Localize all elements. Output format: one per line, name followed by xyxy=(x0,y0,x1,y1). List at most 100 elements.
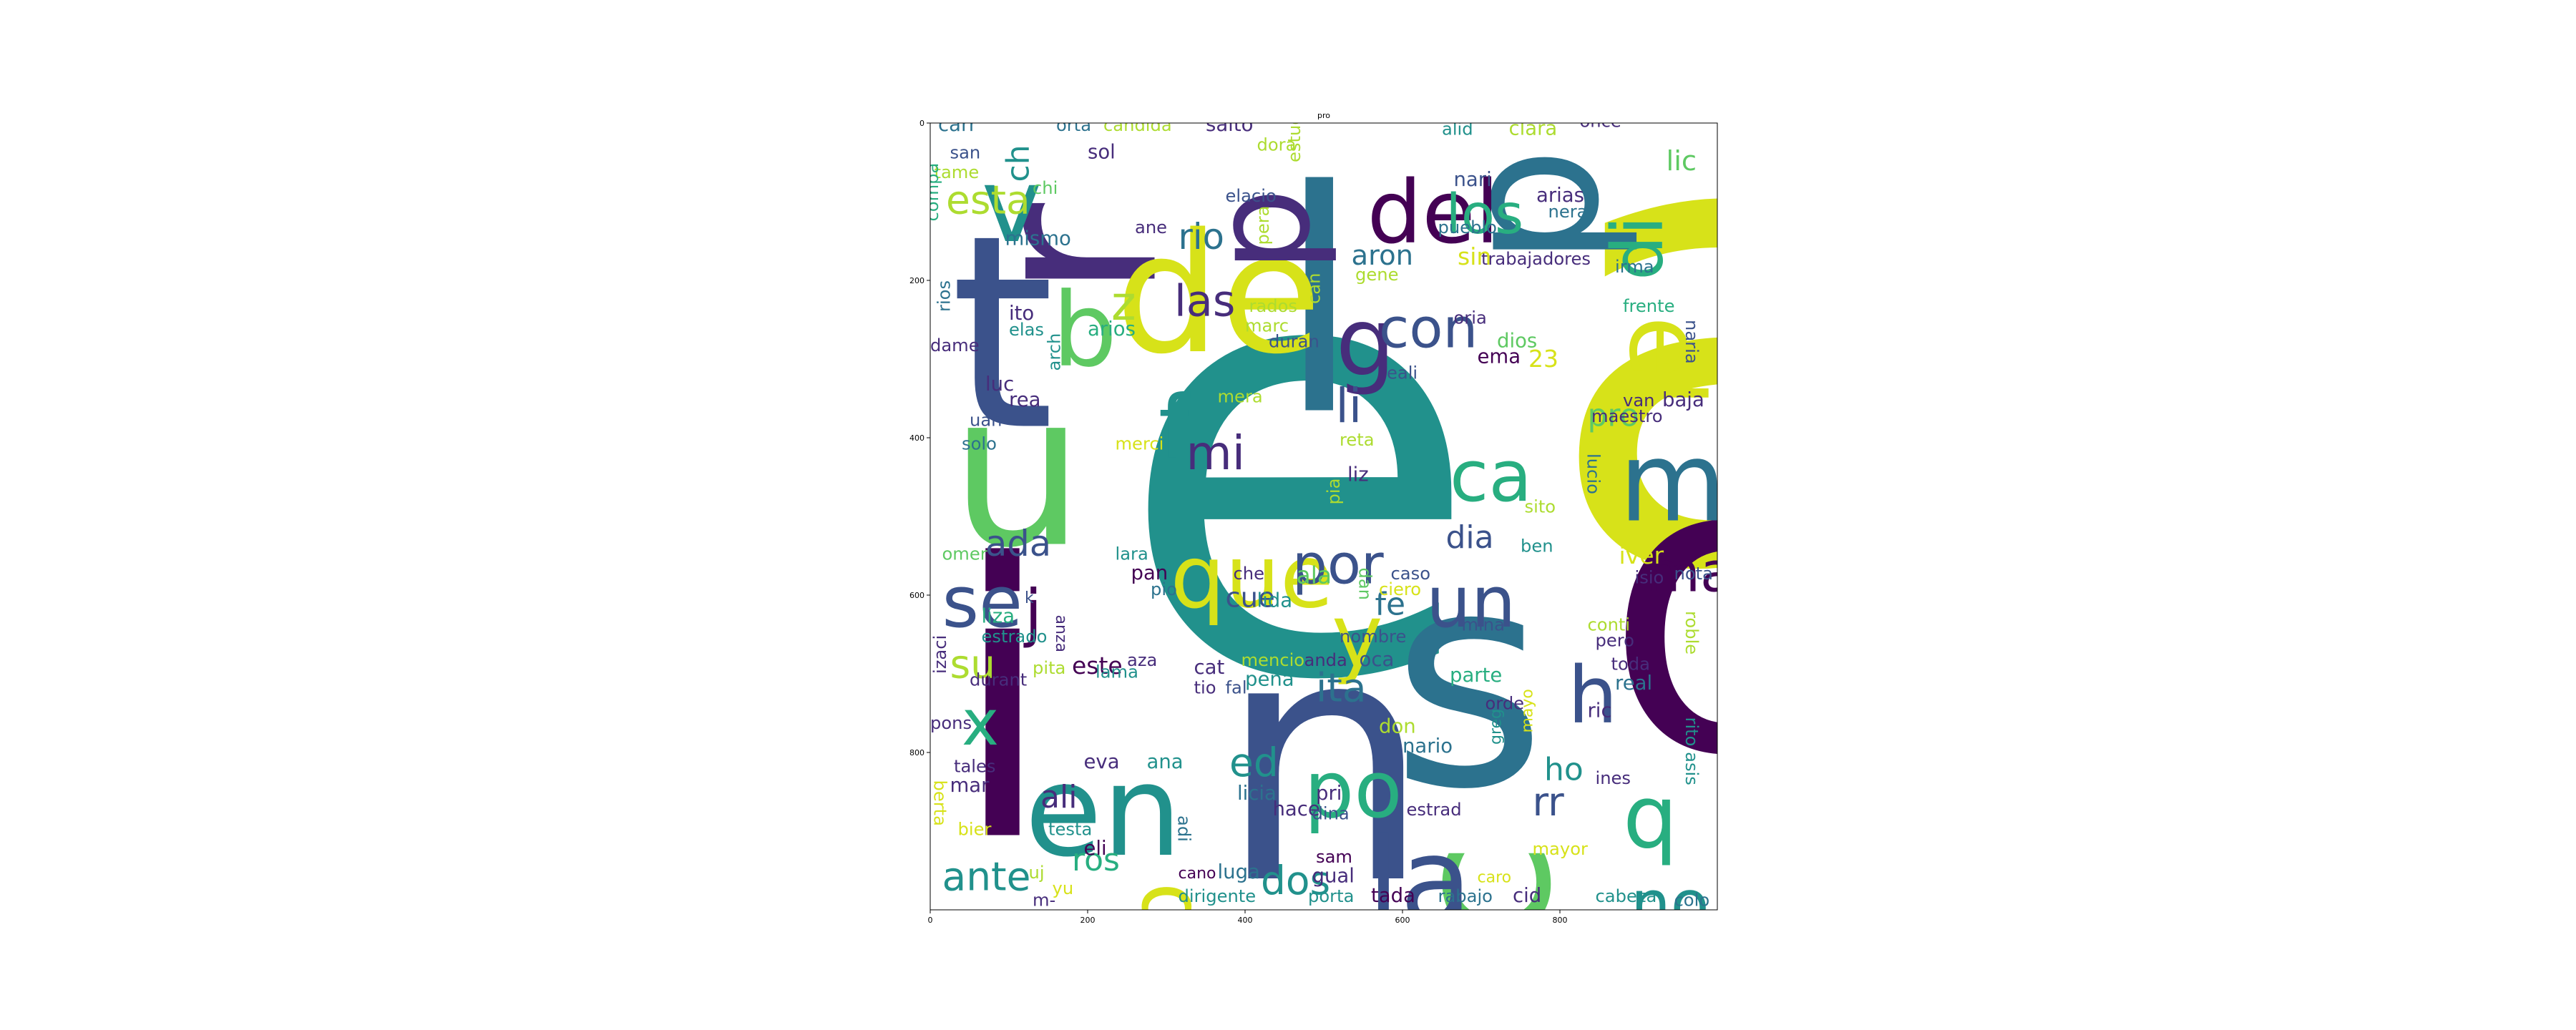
word-46: ada xyxy=(985,523,1051,564)
word-91: liza xyxy=(982,605,1015,628)
word-197: berta xyxy=(930,780,950,826)
word-35: f xyxy=(1158,378,1191,479)
word-159: estudiantes xyxy=(1284,62,1304,163)
word-170: ito xyxy=(1009,302,1034,325)
word-112: mayor xyxy=(1533,839,1588,859)
word-152: once xyxy=(1580,112,1621,132)
word-183: luc xyxy=(985,373,1014,396)
word-169: dame xyxy=(930,335,980,355)
word-90: durant xyxy=(970,670,1027,690)
axes-frame xyxy=(930,122,1718,911)
word-layer: aeosnituldrdepcelenlavbdeldimquesepounca… xyxy=(930,0,1936,991)
word-5: i xyxy=(950,485,1055,925)
word-86: fal xyxy=(1226,678,1247,698)
word-104: dirigente xyxy=(1179,886,1257,906)
word-87: lama xyxy=(1096,662,1138,682)
word-148: nera xyxy=(1548,202,1588,222)
word-57: lic xyxy=(1667,145,1697,177)
word-136: lucio xyxy=(1584,453,1604,494)
word-168: rios xyxy=(935,280,955,312)
word-191: pia xyxy=(1324,479,1344,505)
word-11: de xyxy=(1116,199,1322,391)
word-142: irma xyxy=(1615,257,1654,277)
word-13: c xyxy=(1374,841,1594,945)
word-8: l xyxy=(1277,127,1362,484)
word-70: lara xyxy=(1116,544,1148,564)
word-184: rea xyxy=(1009,388,1040,411)
word-47: su xyxy=(950,642,996,687)
word-177: oria xyxy=(1454,308,1487,328)
word-58: rr xyxy=(1533,779,1565,825)
word-166: carr xyxy=(938,113,977,136)
word-82: pena xyxy=(1245,668,1294,691)
word-95: tales xyxy=(954,757,996,777)
word-44: esta xyxy=(946,177,1030,223)
word-78: parte xyxy=(1450,664,1502,687)
word-162: mismo xyxy=(1005,227,1071,250)
word-56: pro xyxy=(1588,398,1639,434)
word-71: pio xyxy=(1151,579,1177,599)
word-61: aron xyxy=(1352,240,1414,272)
word-92: estrado xyxy=(982,627,1048,647)
word-52: ros xyxy=(1072,842,1120,878)
word-186: solo xyxy=(962,434,997,454)
word-1: e xyxy=(1116,116,1483,812)
word-83: mencio xyxy=(1241,650,1305,670)
word-155: candida xyxy=(1103,115,1172,135)
word-131: rito asis xyxy=(1682,717,1702,785)
word-118: hace xyxy=(1273,798,1320,820)
word-27: por xyxy=(1292,534,1384,597)
word-63: este xyxy=(1072,652,1123,680)
word-98: eli xyxy=(1084,837,1107,860)
word-22: que xyxy=(1171,527,1334,628)
word-17: v xyxy=(982,146,1043,265)
word-154: salto xyxy=(1206,113,1253,136)
word-103: luga xyxy=(1218,860,1260,883)
word-180: 23 xyxy=(1528,345,1558,373)
word-181: eali xyxy=(1387,363,1418,383)
x-tick-label: 0 xyxy=(928,916,933,925)
word-30: do xyxy=(1122,883,1223,991)
word-55: dia xyxy=(1446,519,1494,556)
word-84: cat xyxy=(1194,656,1225,679)
word-65: ana xyxy=(1147,750,1184,773)
word-81: nario xyxy=(1402,735,1453,757)
word-28: h xyxy=(1568,649,1618,741)
word-190: liz xyxy=(1347,464,1369,486)
word-93: omer xyxy=(942,544,987,564)
word-0: a xyxy=(1541,0,1936,712)
word-18: b xyxy=(1053,270,1118,390)
word-23: se xyxy=(942,561,1023,644)
word-182: arch xyxy=(1045,333,1065,371)
word-60: cue xyxy=(1226,582,1275,614)
y-tick-label: 200 xyxy=(909,276,924,285)
word-45: rio xyxy=(1179,216,1224,258)
word-16: la xyxy=(1367,813,1473,950)
word-143: trabajadores xyxy=(1481,249,1591,269)
x-tick-label: 600 xyxy=(1395,916,1410,925)
word-113: cabeza xyxy=(1596,886,1657,906)
word-89: pita xyxy=(1033,658,1065,678)
word-54: fe xyxy=(1375,587,1406,623)
word-189: reta xyxy=(1340,430,1375,450)
y-tick-label: 600 xyxy=(909,591,924,600)
word-153: dora xyxy=(1257,135,1297,155)
word-109: rabajo xyxy=(1438,886,1493,906)
word-29: q xyxy=(1623,767,1678,868)
word-124: toda xyxy=(1611,654,1650,675)
chart-title: pro xyxy=(1317,111,1330,120)
word-125: pero xyxy=(1596,631,1634,651)
word-14: el xyxy=(1606,316,1726,408)
word-163: chi xyxy=(1033,178,1058,198)
word-126: conti xyxy=(1588,615,1631,635)
word-129: iver xyxy=(1619,541,1664,569)
word-31: ma xyxy=(1646,541,1734,605)
word-187: mera xyxy=(1218,387,1263,407)
word-137: maestro xyxy=(1591,406,1663,426)
word-128: nota xyxy=(1674,564,1713,584)
word-144: sin xyxy=(1458,242,1491,270)
word-67: ala xyxy=(1297,561,1332,589)
word-69: pan xyxy=(1131,561,1169,584)
